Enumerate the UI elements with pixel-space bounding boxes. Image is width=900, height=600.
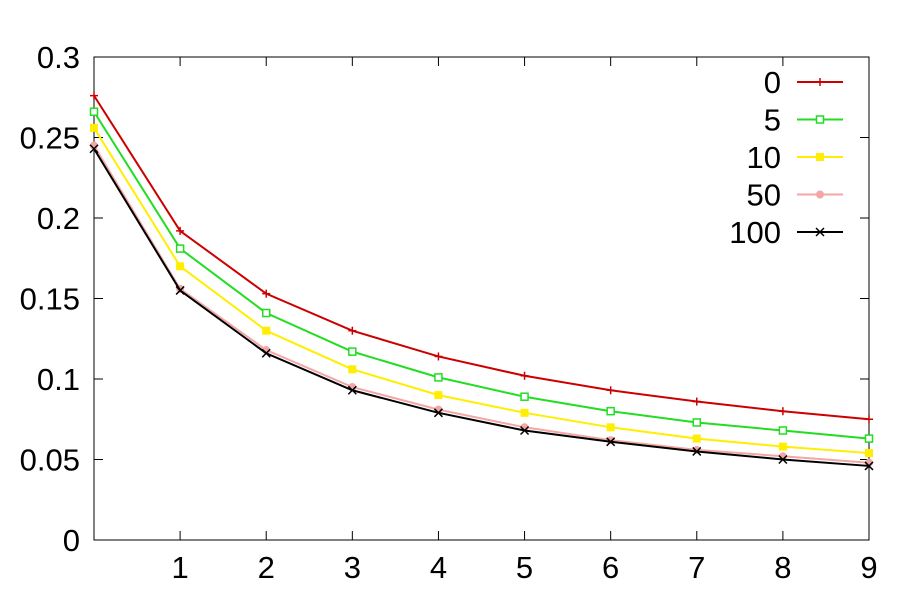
legend-item: 10 (747, 140, 843, 175)
data-point-marker (865, 449, 873, 458)
data-point-marker (865, 415, 873, 424)
data-point-marker (864, 434, 874, 443)
series-line (93, 111, 870, 440)
data-point-marker (89, 107, 99, 116)
y-tick-label: 0.05 (20, 443, 80, 478)
y-tick-label: 0.25 (20, 121, 80, 156)
data-point-marker (261, 348, 271, 358)
legend-label: 5 (764, 103, 781, 138)
legend-item: 5 (764, 103, 843, 138)
x-tick-label: 4 (430, 550, 447, 585)
data-point-marker (520, 371, 529, 380)
plot-frame (93, 56, 870, 541)
legend-label: 50 (747, 178, 781, 213)
data-point-marker (520, 392, 529, 401)
series-line (93, 145, 870, 464)
data-point-marker (606, 386, 615, 395)
data-point-marker (176, 226, 185, 235)
y-tick-label: 0 (63, 523, 80, 558)
data-point-marker (816, 78, 824, 86)
x-axis: 1 2 3 4 5 6 7 8 9 (171, 57, 878, 585)
data-point-marker (90, 123, 98, 132)
data-point-marker (261, 308, 271, 318)
data-point-marker (347, 385, 357, 395)
data-point-marker (175, 285, 185, 295)
x-tick-label: 1 (171, 550, 188, 585)
data-point-marker (778, 442, 787, 451)
data-point-marker (348, 326, 357, 335)
x-tick-label: 8 (774, 550, 791, 585)
data-point-marker (692, 418, 702, 427)
data-point-marker (816, 190, 824, 199)
series-100 (89, 144, 874, 471)
data-point-marker (692, 446, 702, 456)
data-point-marker (864, 461, 874, 471)
data-point-marker (90, 91, 98, 100)
data-point-marker (262, 326, 271, 335)
legend-item: 50 (747, 178, 843, 213)
data-point-marker (520, 425, 530, 436)
data-point-marker (434, 391, 443, 400)
plot-border (93, 56, 870, 541)
series-layer (89, 91, 874, 471)
data-point-marker (816, 153, 824, 161)
data-point-marker (89, 144, 99, 154)
x-tick-label: 6 (602, 550, 619, 585)
data-point-marker (175, 244, 185, 253)
data-point-marker (815, 227, 825, 237)
data-point-marker (433, 408, 443, 418)
data-point-marker (692, 397, 701, 406)
legend-label: 0 (764, 65, 781, 100)
series-line (93, 148, 870, 467)
y-tick-label: 0.2 (37, 201, 80, 236)
x-tick-label: 9 (860, 550, 877, 585)
legend-label: 100 (729, 215, 781, 250)
legend-label: 10 (747, 140, 781, 175)
y-tick-label: 0.15 (20, 282, 80, 317)
x-tick-label: 2 (258, 550, 275, 585)
data-point-marker (606, 423, 615, 432)
series-5 (89, 107, 874, 443)
series-10 (90, 123, 873, 458)
data-point-marker (520, 408, 529, 417)
data-point-marker (692, 434, 701, 443)
data-point-marker (606, 437, 616, 447)
data-point-marker (778, 454, 788, 465)
data-point-marker (815, 115, 825, 124)
y-axis: 0 0.05 0.1 0.15 0.2 0.25 0.3 (20, 40, 869, 558)
series-0 (90, 91, 873, 424)
data-point-marker (348, 365, 357, 374)
data-point-marker (348, 347, 357, 356)
legend-item: 0 (764, 65, 843, 100)
data-point-marker (176, 262, 185, 271)
data-point-marker (434, 373, 443, 382)
data-point-marker (606, 406, 615, 416)
data-point-marker (434, 352, 443, 361)
data-point-marker (778, 407, 787, 416)
data-point-marker (262, 289, 271, 298)
y-tick-label: 0.1 (37, 362, 80, 397)
data-point-marker (778, 426, 788, 435)
x-tick-label: 3 (344, 550, 361, 585)
series-line (93, 127, 870, 455)
x-tick-label: 5 (516, 550, 533, 585)
legend-item: 100 (729, 215, 843, 250)
y-tick-label: 0.3 (37, 40, 80, 75)
series-line (93, 95, 870, 421)
x-tick-label: 7 (688, 550, 705, 585)
